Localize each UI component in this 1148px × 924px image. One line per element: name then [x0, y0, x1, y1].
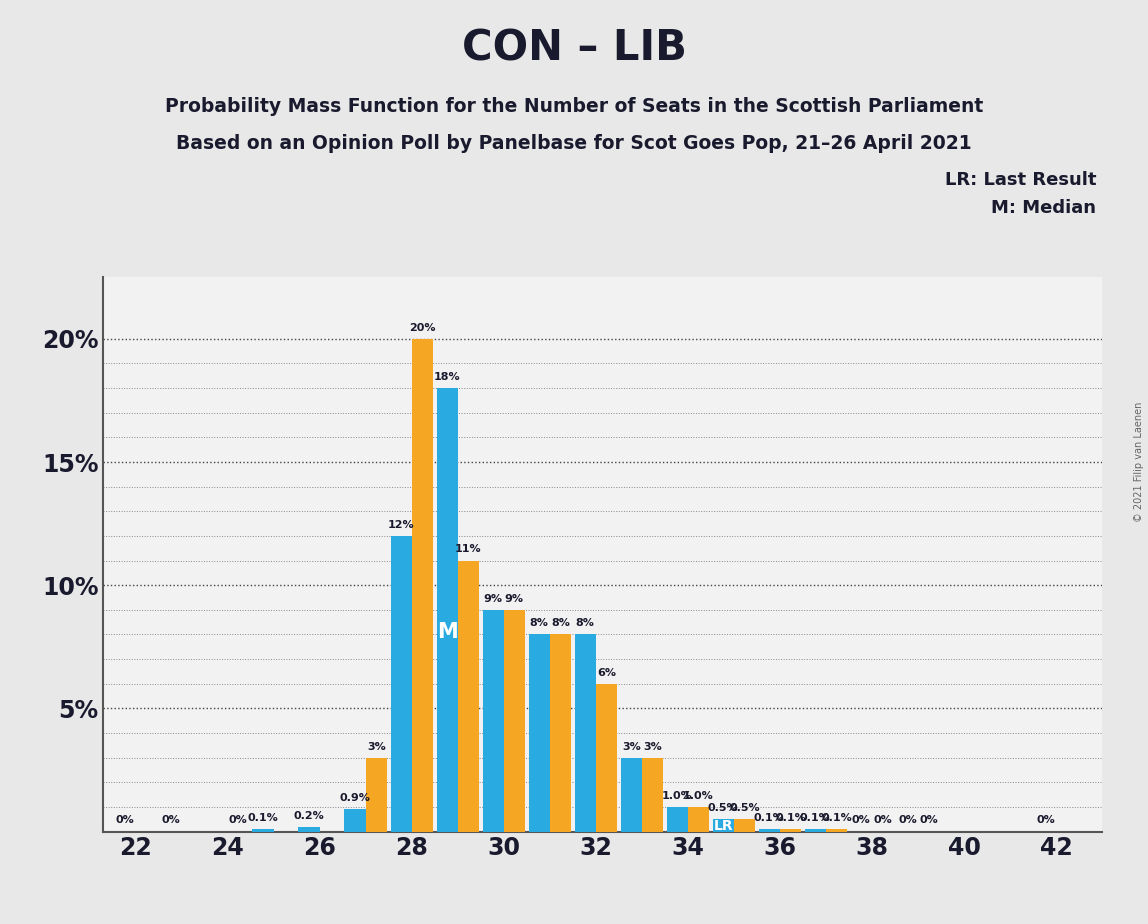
Bar: [298, 827, 319, 832]
Text: 0.1%: 0.1%: [800, 813, 831, 823]
Bar: [805, 829, 825, 832]
Text: 0%: 0%: [874, 816, 892, 825]
Text: 0%: 0%: [920, 816, 938, 825]
Text: 9%: 9%: [483, 594, 503, 603]
Text: LR: LR: [713, 819, 734, 833]
Bar: [504, 610, 525, 832]
Bar: [759, 829, 779, 832]
Bar: [596, 684, 616, 832]
Text: 0.1%: 0.1%: [821, 813, 852, 823]
Text: 0%: 0%: [228, 816, 248, 825]
Bar: [688, 807, 709, 832]
Bar: [390, 536, 412, 832]
Text: 0%: 0%: [852, 816, 870, 825]
Text: 1.0%: 1.0%: [662, 791, 692, 801]
Bar: [825, 829, 847, 832]
Text: 1.0%: 1.0%: [683, 791, 714, 801]
Text: 0.1%: 0.1%: [754, 813, 785, 823]
Text: 0.1%: 0.1%: [775, 813, 806, 823]
Bar: [528, 635, 550, 832]
Text: 0%: 0%: [162, 816, 180, 825]
Text: M: M: [436, 622, 458, 642]
Bar: [458, 561, 479, 832]
Bar: [642, 758, 664, 832]
Text: Probability Mass Function for the Number of Seats in the Scottish Parliament: Probability Mass Function for the Number…: [165, 97, 983, 116]
Bar: [344, 809, 366, 832]
Text: 12%: 12%: [388, 520, 414, 529]
Bar: [366, 758, 387, 832]
Text: 8%: 8%: [576, 618, 595, 628]
Text: 3%: 3%: [367, 742, 386, 751]
Bar: [713, 820, 734, 832]
Bar: [482, 610, 504, 832]
Text: 0.1%: 0.1%: [248, 813, 279, 823]
Text: 0.9%: 0.9%: [340, 794, 371, 803]
Bar: [734, 820, 755, 832]
Bar: [550, 635, 571, 832]
Bar: [575, 635, 596, 832]
Text: 3%: 3%: [622, 742, 641, 751]
Text: 20%: 20%: [409, 322, 435, 333]
Text: 3%: 3%: [643, 742, 661, 751]
Text: 8%: 8%: [551, 618, 569, 628]
Text: LR: Last Result: LR: Last Result: [945, 171, 1096, 188]
Bar: [621, 758, 642, 832]
Text: © 2021 Filip van Laenen: © 2021 Filip van Laenen: [1134, 402, 1143, 522]
Text: 8%: 8%: [529, 618, 549, 628]
Text: 6%: 6%: [597, 668, 615, 677]
Text: 0.5%: 0.5%: [729, 803, 760, 813]
Bar: [667, 807, 688, 832]
Text: 0.5%: 0.5%: [708, 803, 738, 813]
Text: 0.2%: 0.2%: [294, 810, 325, 821]
Text: Based on an Opinion Poll by Panelbase for Scot Goes Pop, 21–26 April 2021: Based on an Opinion Poll by Panelbase fo…: [176, 134, 972, 153]
Text: 0%: 0%: [116, 816, 134, 825]
Bar: [253, 829, 273, 832]
Text: 18%: 18%: [434, 372, 460, 382]
Text: M: Median: M: Median: [992, 199, 1096, 216]
Bar: [779, 829, 801, 832]
Text: 9%: 9%: [505, 594, 523, 603]
Bar: [436, 388, 458, 832]
Text: CON – LIB: CON – LIB: [461, 28, 687, 69]
Bar: [412, 339, 433, 832]
Text: 11%: 11%: [455, 544, 482, 554]
Text: 0%: 0%: [898, 816, 917, 825]
Text: 0%: 0%: [1037, 816, 1055, 825]
